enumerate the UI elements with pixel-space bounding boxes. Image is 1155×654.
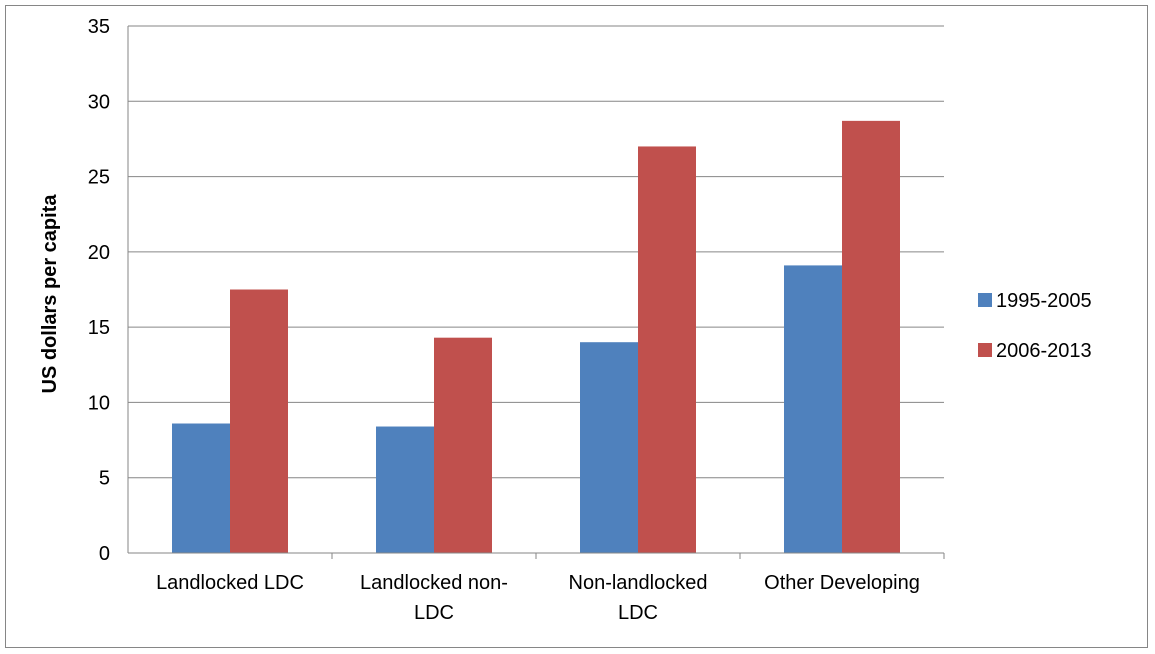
bar-1-2 [376,426,434,553]
y-axis-title: US dollars per capita [39,194,61,394]
axes [127,26,945,559]
x-category-label: Other Developing [764,572,920,594]
y-tick-label: 15 [88,317,110,339]
bars [172,120,900,554]
bar-2-1 [230,289,288,553]
bar-1-4 [784,265,842,553]
x-category-labels: Landlocked LDC Landlocked non-LDC Non-land… [156,572,920,624]
bar-2-4 [842,120,900,554]
x-category-label: Landlocked LDC [156,572,304,594]
x-category-label: Non-landlocked LDC [569,572,708,624]
y-tick-label: 35 [88,16,110,38]
y-tick-label: 30 [88,91,110,113]
bar-2-2 [434,337,492,553]
legend-swatch [978,293,992,307]
x-category-label: Landlocked non-LDC [360,572,508,624]
y-tick-label: 10 [88,392,110,414]
y-tick-label: 25 [88,167,110,189]
bar-1-1 [172,423,230,553]
legend-label: 1995-2005 [996,290,1092,312]
bar-2-3 [638,146,696,553]
legend-swatch [978,343,992,357]
y-tick-labels: 0 5 10 15 20 25 30 35 [88,16,110,565]
y-tick-label: 0 [99,543,110,565]
legend: 1995-2005 2006-2013 [978,290,1092,362]
chart-frame: 0 5 10 15 20 25 30 35 Landlocked LDC Landlocked … [5,5,1148,648]
y-tick-label: 20 [88,242,110,264]
legend-label: 2006-2013 [996,340,1092,362]
bar-1-3 [580,342,638,553]
y-tick-label: 5 [99,468,110,490]
